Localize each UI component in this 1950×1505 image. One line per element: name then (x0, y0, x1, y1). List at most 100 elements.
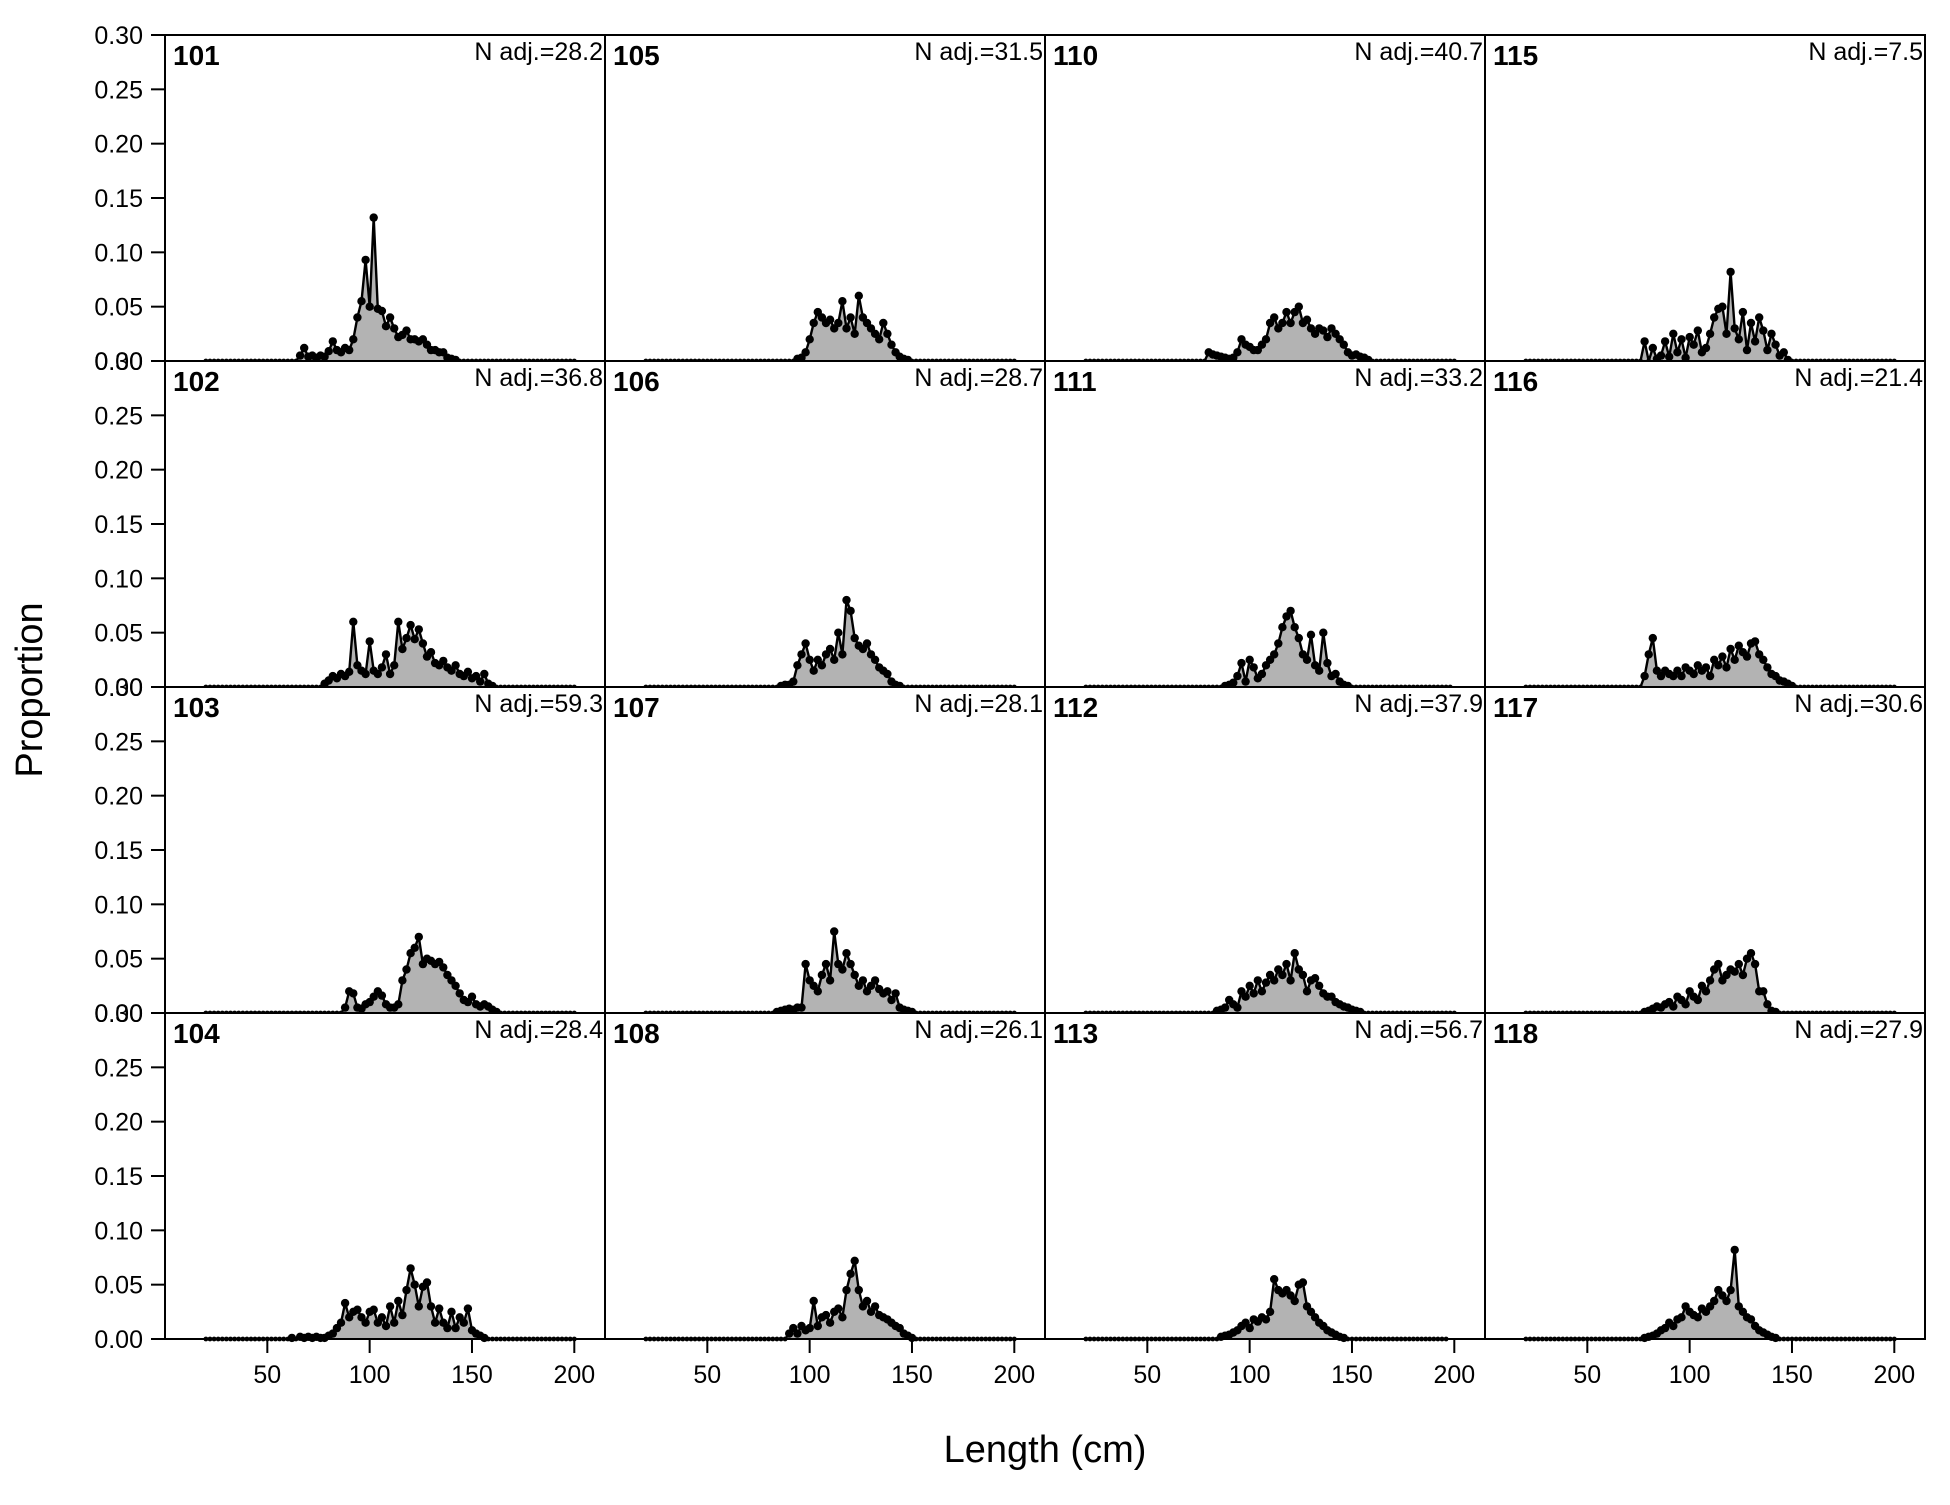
data-point (463, 1304, 473, 1313)
data-point (430, 1318, 440, 1327)
data-point (879, 318, 888, 328)
n-adj-label: N adj.=30.6 (1794, 690, 1923, 718)
n-adj-label: N adj.=27.9 (1794, 1016, 1923, 1044)
data-point (1290, 623, 1299, 632)
data-point (398, 644, 407, 654)
data-point (1722, 329, 1731, 338)
n-adj-label: N adj.=26.1 (914, 1016, 1043, 1044)
data-point (817, 970, 827, 980)
x-axis: 50 100 150 200 50 100 150 200 50 100 150 200 50 100 15… (165, 1338, 1925, 1389)
data-point (1290, 949, 1299, 958)
n-adj-label: N adj.=59.3 (474, 690, 603, 718)
data-point (1648, 343, 1658, 353)
y-tick-label: 0.05 (94, 294, 143, 322)
panel-id-label: 101 (173, 40, 220, 71)
data-point (1640, 671, 1649, 681)
data-point (1689, 340, 1698, 349)
distribution-fill (645, 600, 1015, 687)
data-point (406, 1264, 415, 1273)
x-tick-label: 150 (451, 1361, 493, 1389)
data-point (1331, 669, 1340, 679)
data-point (1767, 329, 1776, 338)
panel-id-label: 103 (173, 692, 220, 723)
data-point (1755, 313, 1764, 322)
y-tick-label: 0.25 (94, 1054, 143, 1082)
data-point (1763, 1000, 1772, 1009)
y-tick-label: 0.20 (94, 131, 143, 159)
data-point (402, 965, 411, 974)
distribution-fill (1525, 1249, 1895, 1339)
data-point (357, 297, 366, 306)
data-point (1730, 655, 1739, 664)
distribution-fill (1525, 271, 1895, 361)
data-point (340, 1003, 350, 1012)
x-tick-label: 50 (1133, 1361, 1161, 1389)
data-point (1665, 352, 1674, 361)
data-point (390, 1318, 399, 1327)
data-point (887, 340, 896, 349)
data-point (1298, 970, 1308, 980)
data-point (1265, 1307, 1275, 1317)
x-tick-label: 200 (1873, 1361, 1915, 1389)
panel-background (605, 687, 1045, 1013)
data-point (1705, 329, 1715, 338)
data-point (883, 669, 892, 679)
n-adj-label: N adj.=28.2 (474, 38, 603, 66)
data-point (361, 1318, 370, 1327)
data-point (476, 677, 485, 686)
data-point (1734, 641, 1744, 650)
data-point (324, 347, 333, 356)
data-point (1237, 658, 1246, 668)
data-point (426, 1302, 436, 1311)
data-point (439, 963, 448, 972)
n-adj-label: N adj.=56.7 (1354, 1016, 1483, 1044)
data-point (414, 932, 423, 942)
data-point (410, 1280, 419, 1289)
data-point (813, 987, 822, 996)
x-tick-label: 150 (891, 1361, 933, 1389)
panel-background (605, 35, 1045, 361)
data-point (838, 650, 847, 659)
y-tick-label: 0.10 (94, 565, 143, 593)
x-tick-label: 150 (1771, 1361, 1813, 1389)
y-tick-label: 0.00 (94, 1326, 143, 1354)
data-point (1274, 639, 1283, 648)
data-point (1759, 655, 1768, 664)
panel-id-label: 116 (1493, 366, 1538, 397)
data-point (1261, 1315, 1271, 1324)
data-point (345, 667, 354, 676)
data-point (1718, 302, 1727, 311)
panel-103: 103 N adj.=59.3 (164, 686, 606, 1017)
panel-id-label: 118 (1493, 1018, 1538, 1049)
data-point (817, 661, 827, 670)
data-point (394, 617, 403, 626)
data-point (1302, 315, 1312, 324)
data-point (1714, 959, 1723, 969)
data-point (793, 661, 802, 670)
data-point (1660, 337, 1670, 346)
y-tick-label: 0.20 (94, 457, 143, 485)
n-adj-label: N adj.=28.4 (474, 1016, 603, 1044)
data-point (891, 989, 900, 998)
data-point (463, 667, 473, 676)
data-point (793, 1329, 802, 1338)
data-point (1677, 1313, 1686, 1322)
data-point (1306, 630, 1316, 639)
data-point (345, 345, 354, 355)
data-point (1648, 633, 1658, 643)
data-points (203, 1264, 577, 1343)
data-point (870, 655, 880, 664)
data-point (1722, 1296, 1731, 1306)
data-point (410, 635, 419, 644)
data-point (402, 633, 411, 643)
y-tick-label: 0.20 (94, 783, 143, 811)
data-point (1746, 949, 1756, 958)
data-point (1669, 329, 1678, 338)
y-tick-label: 0.05 (94, 1272, 143, 1300)
panel-113: 113 N adj.=56.7 (1044, 1012, 1486, 1343)
data-point (328, 337, 337, 346)
data-point (821, 1310, 831, 1320)
data-point (850, 1256, 859, 1266)
